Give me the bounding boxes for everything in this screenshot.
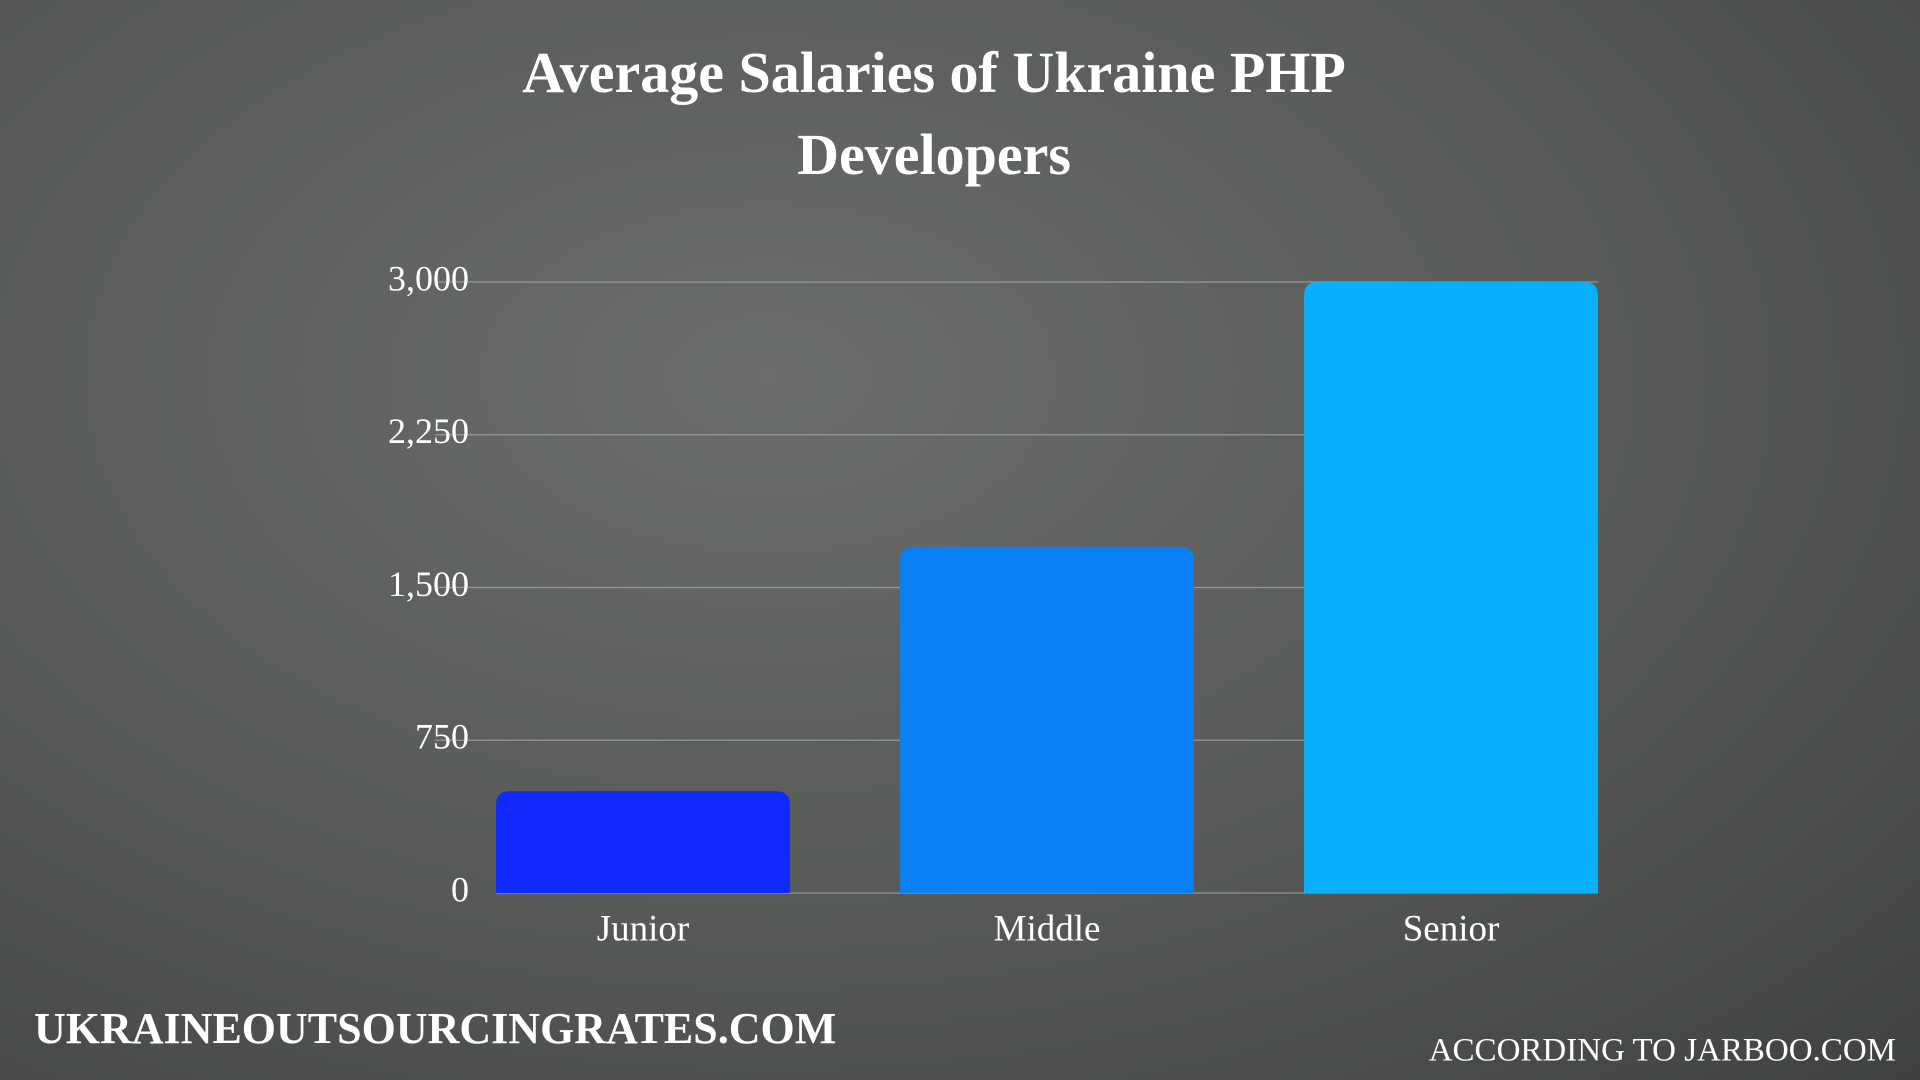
y-tick-label: 750 bbox=[415, 717, 469, 757]
source-label: ACCORDING TO JARBOO.COM bbox=[1429, 1033, 1896, 1069]
bar bbox=[496, 791, 790, 893]
x-tick-label: Junior bbox=[597, 908, 690, 949]
y-tick-label: 1,500 bbox=[388, 564, 469, 604]
bar bbox=[1304, 282, 1598, 893]
bar bbox=[900, 546, 1194, 893]
y-tick-label: 2,250 bbox=[388, 411, 469, 451]
y-tick-label: 3,000 bbox=[388, 258, 469, 298]
site-label: UKRAINEOUTSOURCINGRATES.COM bbox=[34, 1004, 836, 1053]
x-tick-label: Middle bbox=[994, 908, 1101, 949]
chart-title: Average Salaries of Ukraine PHP Develope… bbox=[522, 40, 1346, 187]
y-tick-label: 0 bbox=[451, 869, 469, 909]
x-tick-label: Senior bbox=[1403, 908, 1500, 949]
